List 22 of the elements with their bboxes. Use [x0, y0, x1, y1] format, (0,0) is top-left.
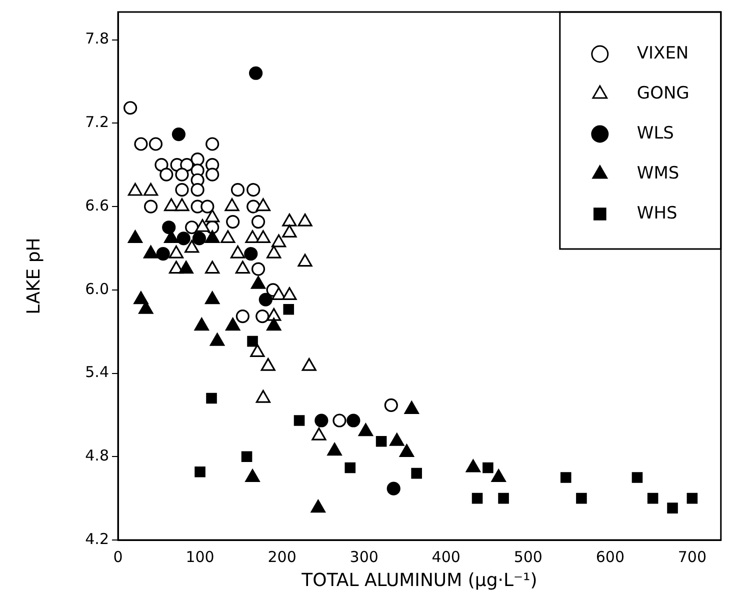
legend-label: WLS [636, 123, 674, 144]
y-tick-label: 7.2 [85, 113, 109, 132]
y-tick-label: 4.8 [85, 446, 109, 465]
x-tick-label: 700 [678, 548, 707, 566]
legend-label: WHS [636, 203, 678, 224]
x-tick-label: 0 [113, 548, 123, 566]
x-tick-label: 100 [186, 548, 214, 566]
legend-label: WMS [636, 163, 680, 184]
x-tick-label: 200 [268, 548, 296, 566]
legend-label: VIXEN [636, 43, 689, 64]
y-axis-title: LAKE pH [23, 238, 44, 314]
x-tick-label: 300 [350, 548, 378, 566]
x-axis-title: TOTAL ALUMINUM (μg·L⁻¹) [300, 570, 538, 591]
y-tick-label: 7.8 [85, 30, 109, 48]
y-tick-label: 4.2 [85, 530, 109, 548]
y-tick-label: 5.4 [85, 363, 109, 382]
x-tick-label: 500 [514, 548, 542, 566]
x-tick-label: 600 [596, 548, 624, 566]
x-tick-label: 400 [432, 548, 460, 566]
legend-label: GONG [636, 83, 690, 104]
y-tick-label: 6.6 [85, 196, 109, 214]
y-tick-label: 6.0 [85, 280, 109, 298]
